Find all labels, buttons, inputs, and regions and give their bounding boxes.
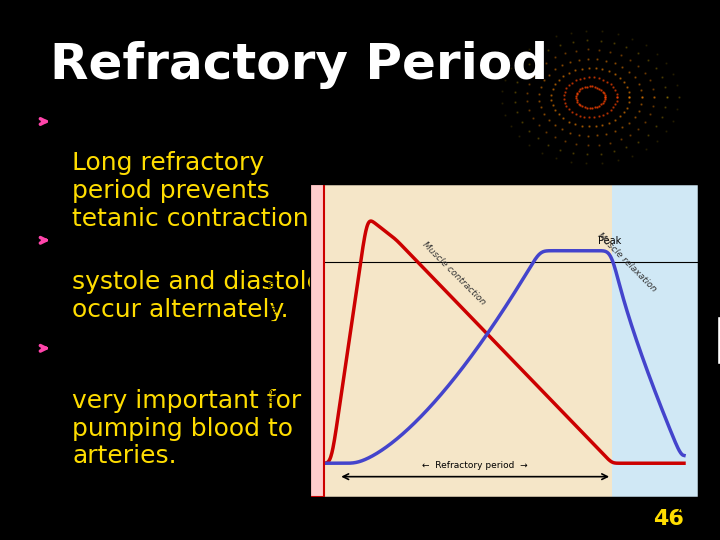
Text: Peak: Peak bbox=[598, 236, 621, 246]
Bar bbox=[612, 184, 698, 497]
Text: Stimulus: Stimulus bbox=[302, 501, 346, 518]
Bar bbox=[310, 184, 612, 497]
Bar bbox=[310, 184, 324, 497]
Text: ←  Refractory period  →: ← Refractory period → bbox=[423, 461, 528, 470]
Text: systole and diastole
occur alternately.: systole and diastole occur alternately. bbox=[72, 270, 322, 322]
Text: Refractory Period: Refractory Period bbox=[50, 41, 549, 89]
Text: (c) Cardiac muscle fiber: (c) Cardiac muscle fiber bbox=[310, 168, 459, 181]
Text: Long refractory
period prevents
tetanic contractions: Long refractory period prevents tetanic … bbox=[72, 151, 322, 231]
Text: very important for
pumping blood to
arteries.: very important for pumping blood to arte… bbox=[72, 389, 301, 468]
Text: 46: 46 bbox=[653, 509, 684, 529]
Text: Muscle relaxation: Muscle relaxation bbox=[595, 231, 657, 293]
Y-axis label: Membrane potential (mV): Membrane potential (mV) bbox=[269, 277, 279, 403]
Text: Muscle contraction: Muscle contraction bbox=[420, 240, 487, 307]
